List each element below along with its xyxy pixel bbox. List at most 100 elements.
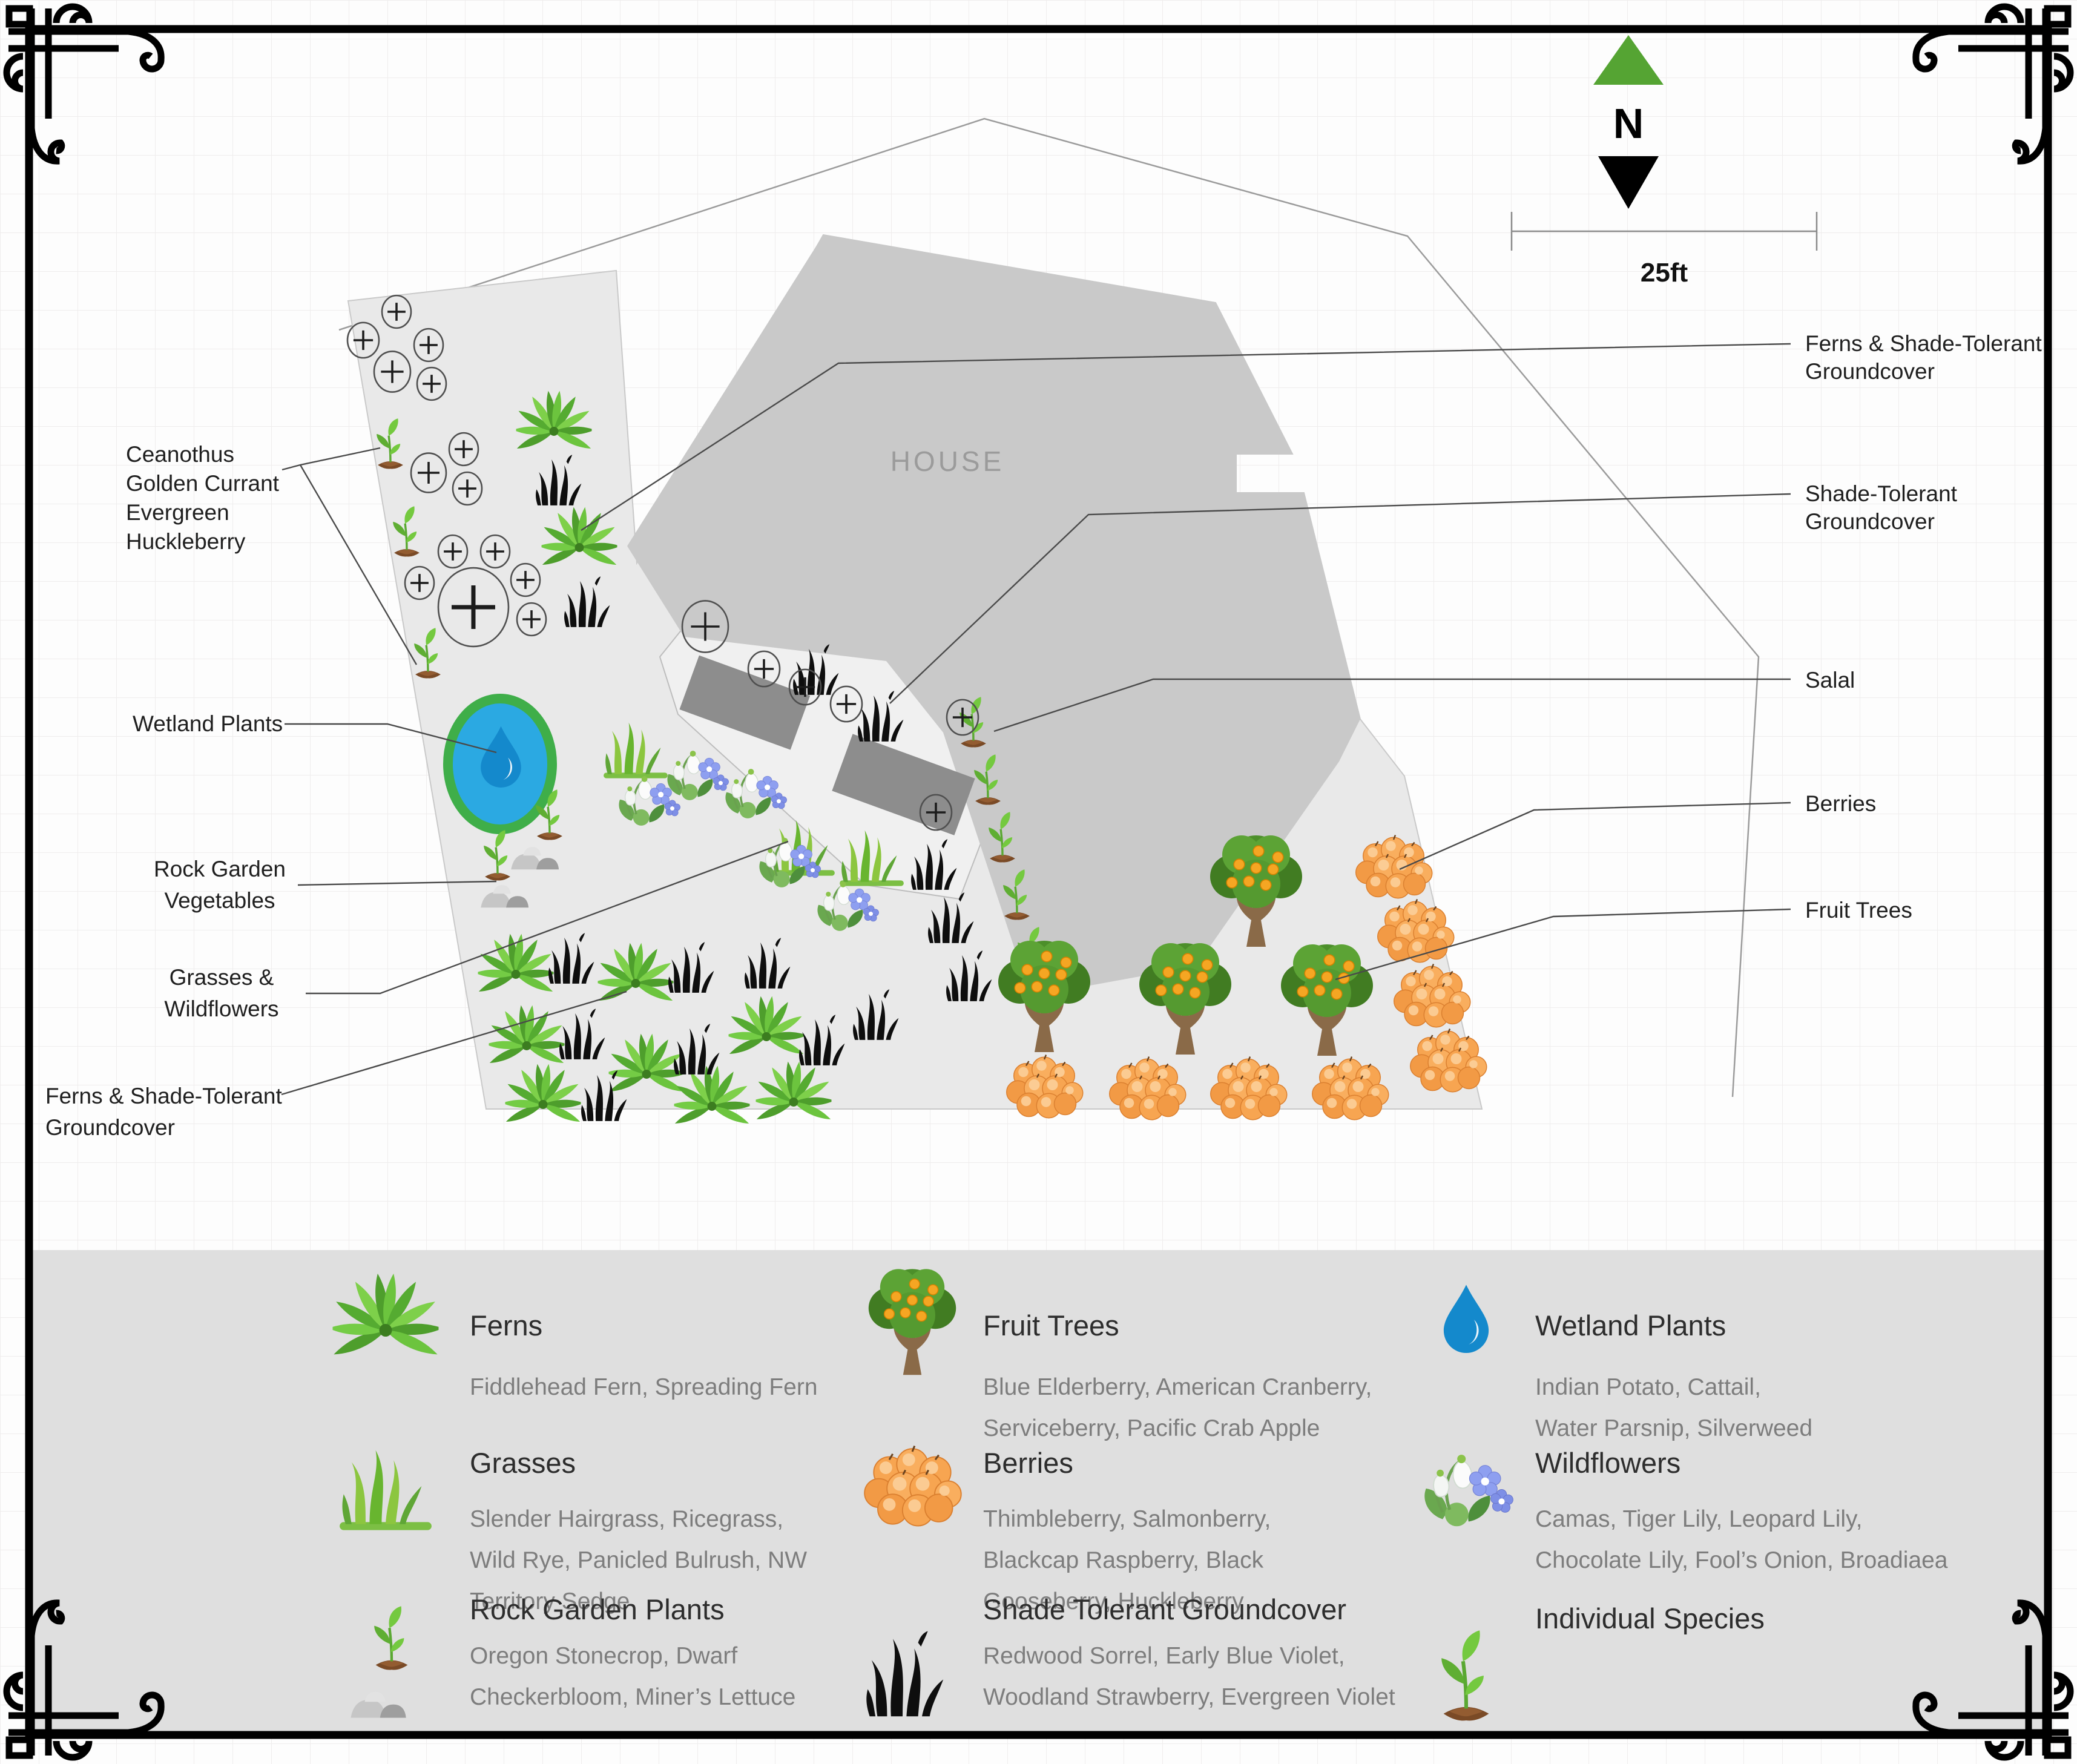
leader-line (1399, 801, 1791, 870)
legend-item-title: Wetland Plants (1535, 1309, 1726, 1341)
map-label-wetland-plants: Wetland Plants (133, 711, 283, 736)
map-label-line: Ferns & Shade-Tolerant (45, 1084, 282, 1108)
leader-line (1335, 908, 1791, 981)
individual-species-marker (346, 321, 380, 359)
individual-species-marker (404, 565, 435, 601)
individual-species-marker (413, 327, 444, 363)
legend-item-species: Blue Elderberry, American Cranberry, (983, 1374, 1372, 1400)
individual-species-marker (919, 794, 953, 831)
legend-item-species: Blackcap Raspberry, Black (983, 1547, 1264, 1573)
legend-item-grasses: Grasses Slender Hairgrass, Ricegrass, Wild… (340, 1447, 807, 1614)
map-label-ceanothus-group: Ceanothus Golden Currant Evergreen Hucklebe… (126, 442, 280, 554)
individual-species-marker (946, 699, 979, 736)
legend-item-title: Grasses (470, 1447, 576, 1479)
legend-item-title: Fruit Trees (983, 1309, 1119, 1341)
legend-item-species: Fiddlehead Fern, Spreading Fern (470, 1374, 818, 1400)
legend-item-species: Thimbleberry, Salmonberry, (983, 1506, 1271, 1532)
legend-item-berries: Berries Thimbleberry, Salmonberry, Blackca… (863, 1444, 1271, 1614)
house-label: HOUSE (890, 446, 1005, 477)
individual-species-marker (829, 685, 863, 723)
map-label-grasses-wildflowers: Grasses & Wildflowers (164, 965, 278, 1021)
map-label-line: Ferns & Shade-Tolerant (1805, 331, 2042, 356)
legend-item-species: Slender Hairgrass, Ricegrass, (470, 1506, 783, 1532)
north-arrow-up-icon (1593, 35, 1664, 85)
map-label-line: Groundcover (45, 1115, 175, 1140)
compass-letter: N (1613, 100, 1644, 147)
map-label-line: Salal (1805, 668, 1855, 693)
map-label-line: Shade-Tolerant (1805, 481, 1958, 506)
legend-item-species: Water Parsnip, Silverweed (1535, 1415, 1812, 1441)
legend-item-species: Gooseberry, Huckleberry (983, 1588, 1244, 1614)
legend-item-rock-garden-plants: Rock Garden Plants Oregon Stonecrop, Dwar… (351, 1593, 795, 1718)
individual-species-marker (747, 650, 781, 688)
legend-item-species: Woodland Strawberry, Evergreen Violet (983, 1684, 1395, 1710)
map-label-line: Grasses & (170, 965, 274, 990)
map-label-line: Vegetables (164, 888, 275, 913)
raised-bed (679, 655, 811, 750)
map-label-line: Evergreen (126, 500, 229, 525)
north-arrow: N (1593, 35, 1664, 209)
pond (443, 694, 557, 834)
legend-item-title: Individual Species (1535, 1602, 1765, 1634)
legend-item-species: Wild Rye, Panicled Bulrush, NW (470, 1547, 807, 1573)
map-label-line: Groundcover (1805, 509, 1935, 534)
individual-species-marker (510, 562, 541, 597)
raised-bed (832, 734, 975, 835)
leader-line (297, 880, 497, 886)
scale-bar: 25ft (1510, 212, 1818, 288)
legend-item-title: Berries (983, 1447, 1073, 1479)
legend-item-fruit-trees: Fruit Trees Blue Elderberry, American Cra… (868, 1268, 1372, 1441)
leader-line (299, 464, 418, 665)
legend-item-species: Oregon Stonecrop, Dwarf (470, 1643, 737, 1669)
map-label-line: Golden Currant (126, 471, 280, 496)
individual-species-marker (479, 534, 511, 569)
legend-item-species: Chocolate Lily, Fool’s Onion, Broadiaea (1535, 1547, 1948, 1573)
individual-species-marker (373, 350, 412, 393)
map-label-line: Berries (1805, 791, 1876, 816)
legend-item-title: Ferns (470, 1309, 542, 1341)
legend-item-species: Redwood Sorrel, Early Blue Violet, (983, 1643, 1345, 1669)
map-label-ferns-shade-left: Ferns & Shade-Tolerant Groundcover (45, 1084, 282, 1140)
raised-beds (679, 655, 975, 835)
north-arrow-down-icon (1598, 156, 1659, 209)
legend-item-title: Wildflowers (1535, 1447, 1680, 1479)
map-label-line: Rock Garden (154, 857, 286, 881)
legend-item-species: Checkerbloom, Miner’s Lettuce (470, 1684, 795, 1710)
scale-label: 25ft (1641, 258, 1688, 288)
legend-item-title: Shade Tolerant Groundcover (983, 1593, 1346, 1625)
legend-item-title: Rock Garden Plants (470, 1593, 725, 1625)
house-footprint (627, 235, 1360, 996)
individual-species-markers-layer (346, 294, 979, 831)
decorative-frame (7, 7, 2070, 1757)
map-label-berries: Berries (1805, 791, 1876, 816)
leader-line (285, 723, 497, 754)
map-labels-layer: Ceanothus Golden Currant Evergreen Hucklebe… (45, 331, 2042, 1140)
individual-species-marker (437, 534, 469, 569)
leader-line (306, 840, 789, 995)
map-label-line: Wildflowers (164, 996, 278, 1021)
individual-species-marker (410, 452, 447, 493)
leader-line (581, 343, 1791, 532)
map-label-ferns-shade-right: Ferns & Shade-Tolerant Groundcover (1805, 331, 2042, 384)
map-label-line: Wetland Plants (133, 711, 283, 736)
legend-item-species: Serviceberry, Pacific Crab Apple (983, 1415, 1320, 1441)
legend-item-shade-tolerant-groundcover: Shade Tolerant Groundcover Redwood Sorrel… (866, 1593, 1395, 1717)
legend-item-species: Territory Sedge (470, 1588, 630, 1614)
leader-line (889, 493, 1791, 704)
map-label-salal: Salal (1805, 668, 1855, 693)
individual-species-marker (788, 668, 822, 706)
legend-item-species: Camas, Tiger Lily, Leopard Lily, (1535, 1506, 1862, 1532)
legend-item-wildflowers: Wildflowers Camas, Tiger Lily, Leopard Li… (1424, 1447, 1948, 1573)
individual-species-marker (437, 567, 510, 648)
map-label-line: Fruit Trees (1805, 898, 1912, 923)
leader-line (281, 990, 627, 1096)
map-label-rock-garden-vegetables: Rock Garden Vegetables (154, 857, 286, 913)
individual-species-marker (681, 600, 729, 653)
legend-item-individual-species: Individual Species (1441, 1602, 1765, 1720)
individual-species-marker (416, 366, 447, 401)
individual-species-marker (452, 471, 483, 506)
legend-item-species: Indian Potato, Cattail, (1535, 1374, 1761, 1400)
legend-item-ferns: Ferns Fiddlehead Fern, Spreading Fern (328, 1273, 818, 1400)
